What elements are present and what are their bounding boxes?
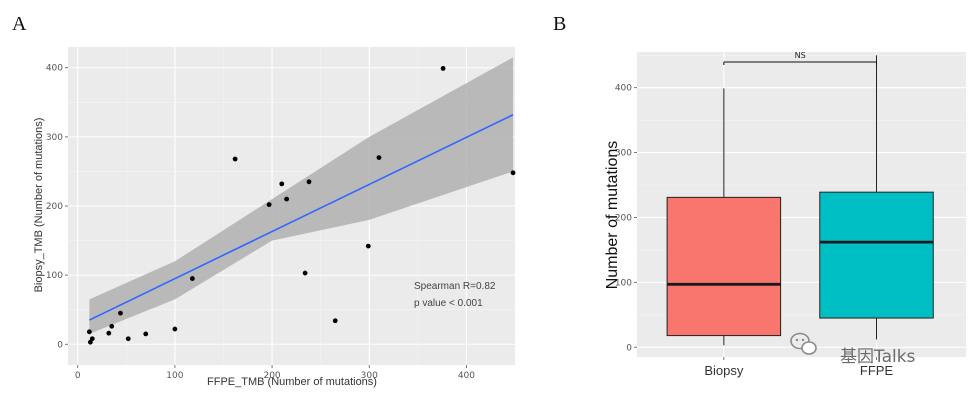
boxplot-y-axis-title: Number of mutations [604,141,621,290]
scatter-ticks: 0 100 200 300 400 0 100 200 300 400 [46,64,475,381]
y-tick-label: 200 [615,213,632,223]
x-tick-label: FFPE [860,363,894,378]
boxplot-ticks: 0 100 200 300 400 Biopsy FFPE [615,84,894,378]
spearman-annotation: Spearman R=0.82 [414,281,496,292]
scatter-point [125,336,131,342]
scatter-y-axis-title: Biopsy_TMB (Number of mutations) [33,118,45,293]
scatter-point [232,156,238,162]
boxplot-boxes [666,55,934,346]
y-tick-label: 200 [46,202,63,212]
confidence-band-area [89,57,514,334]
scatter-point [143,331,149,337]
y-tick-label: 300 [615,149,632,159]
scatter-point [89,336,95,342]
y-tick-label: 300 [46,133,63,143]
boxplot-chart: 0 100 200 300 400 Biopsy FFPE NS Number of mut… [604,51,966,378]
scatter-point [189,276,195,281]
scatter-point [302,270,308,276]
x-tick-label: Biopsy [704,363,744,378]
y-tick-label: 400 [615,84,632,94]
scatter-point [86,329,92,335]
x-tick-label: 200 [263,371,280,381]
scatter-points [86,66,516,345]
scatter-point [365,243,371,249]
y-tick-label: 400 [46,64,63,74]
box-biopsy [666,196,782,337]
y-tick-label: 100 [46,271,63,281]
scatter-point [376,155,382,161]
panel-a-label: A [12,13,27,35]
scatter-x-axis-title: FFPE_TMB (Number of mutations) [207,376,377,388]
watermark-text: 基因Talks [840,347,916,367]
scatter-point [332,318,338,324]
scatter-point [172,326,178,332]
scatter-chart: 0 100 200 300 400 0 100 200 300 400 Spearman R=0.… [33,47,516,388]
x-tick-label: 0 [75,371,81,381]
significance-label: NS [795,51,806,60]
scatter-point [106,330,112,336]
y-tick-label: 0 [626,343,632,353]
fit-line [89,114,514,321]
y-tick-label: 100 [615,278,632,288]
p-value-annotation: p value < 0.001 [414,298,483,309]
scatter-point [118,310,123,316]
scatter-point [279,181,285,187]
x-tick-label: 100 [166,371,183,381]
x-tick-label: 400 [458,371,475,381]
scatter-point [510,170,516,176]
fit-line-group [89,114,514,321]
watermark: 基因Talks [790,332,916,367]
scatter-point [109,323,115,329]
scatter-point [440,66,446,71]
wechat-icon [790,332,817,355]
scatter-point [266,202,272,208]
panel-b-label: B [553,13,566,35]
confidence-band [89,57,514,334]
box-ffpe [819,191,934,319]
x-tick-label: 300 [361,371,378,381]
y-tick-label: 0 [57,340,63,350]
scatter-point [306,179,312,185]
significance-bracket: NS [723,51,878,65]
scatter-point [284,196,290,202]
